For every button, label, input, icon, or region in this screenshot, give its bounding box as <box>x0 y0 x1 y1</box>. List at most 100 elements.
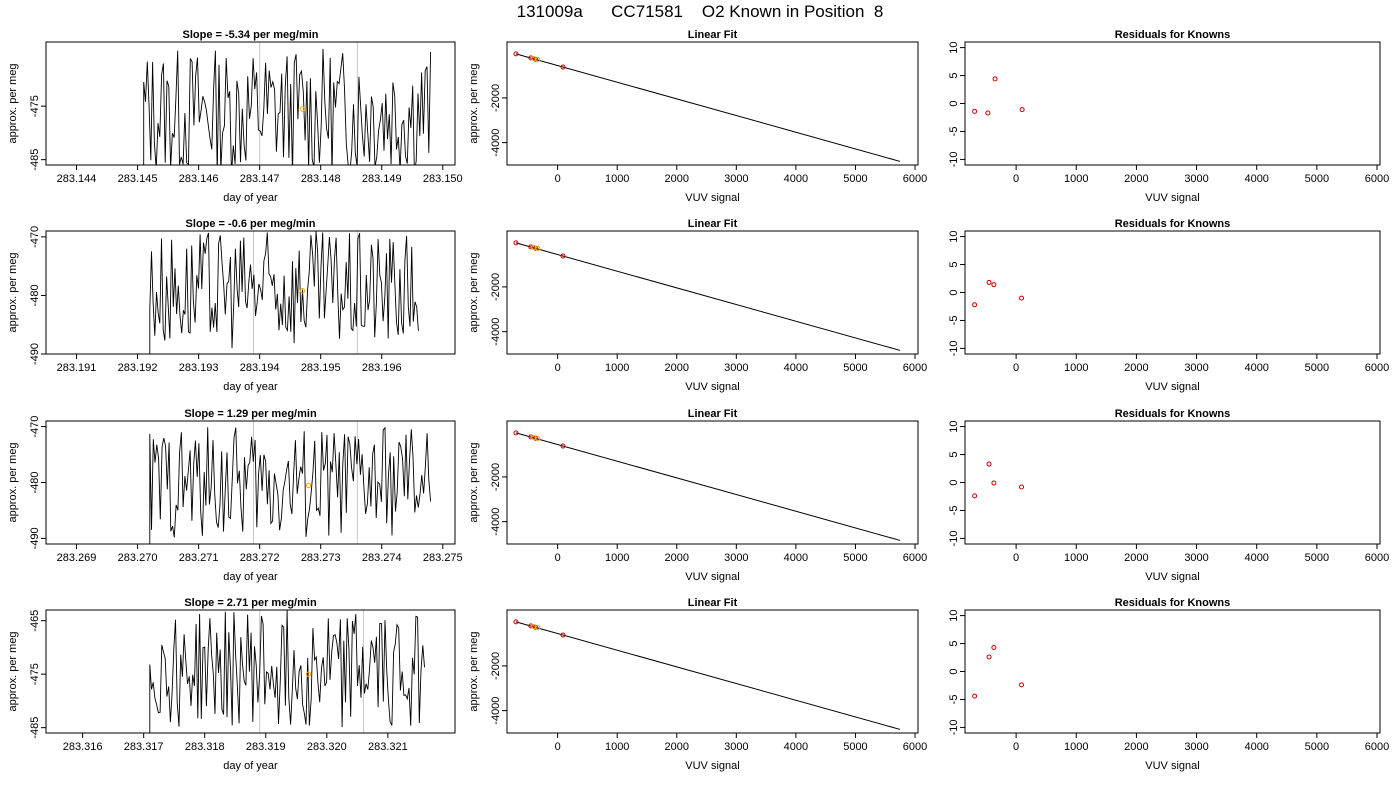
known-point <box>528 55 534 61</box>
x-tick-label: 283.275 <box>423 552 463 564</box>
y-tick-label: -465 <box>29 610 41 632</box>
y-tick-label: -5 <box>948 316 960 326</box>
x-tick-label: 6000 <box>903 362 927 374</box>
x-tick-label: 283.320 <box>307 741 347 753</box>
x-tick-label: 283.196 <box>362 362 402 374</box>
x-tick-label: 283.146 <box>179 173 219 185</box>
highlight-point <box>299 288 306 294</box>
series-line <box>149 231 419 354</box>
x-tick-label: 2000 <box>665 173 689 185</box>
panel-title: Slope = 1.29 per meg/min <box>184 408 317 420</box>
y-axis-label: approx. per meg <box>468 631 480 711</box>
x-tick-label: 6000 <box>1365 552 1389 564</box>
y-axis-label: approx. per meg <box>468 442 480 522</box>
y-axis-label: approx. per meg <box>7 252 19 332</box>
y-tick-label: -485 <box>29 149 41 171</box>
plot-area <box>149 231 419 354</box>
x-tick-label: 283.148 <box>301 173 341 185</box>
plot-frame <box>45 41 456 166</box>
y-tick-label: -5 <box>948 695 960 705</box>
x-tick-label: 283.270 <box>118 552 158 564</box>
known-point <box>513 430 519 436</box>
x-tick-label: 6000 <box>1365 173 1389 185</box>
x-tick-label: 3000 <box>724 362 748 374</box>
x-tick-label: 4000 <box>784 552 808 564</box>
y-tick-label: -485 <box>29 717 41 739</box>
x-tick-label: 5000 <box>843 741 867 753</box>
plot-frame <box>506 420 919 545</box>
series-line <box>149 426 432 544</box>
figure-title-run: 131009a <box>516 2 583 21</box>
plot-frame <box>964 41 1381 166</box>
known-point <box>560 64 566 70</box>
known-point <box>972 108 978 114</box>
known-point <box>560 443 566 449</box>
x-axis-label: VUV signal <box>685 192 739 204</box>
x-tick-label: 283.274 <box>362 552 402 564</box>
panel-time-3: Slope = 1.29 per meg/min 283.269 283.270 28… <box>7 408 463 583</box>
x-tick-label: 3000 <box>1184 362 1208 374</box>
y-tick-label: -470 <box>29 416 41 438</box>
y-axis-label: approx. per meg <box>468 252 480 332</box>
sample-point <box>535 57 541 63</box>
panel-fit-4: Linear Fit 0 1000 2000 3000 4000 5000 6000 -2000… <box>468 597 927 772</box>
figure-title: 131009a CC71581 O2 Known in Position 8 <box>0 2 1400 24</box>
x-tick-label: 283.318 <box>185 741 225 753</box>
plot-frame <box>506 230 919 355</box>
x-tick-label: 6000 <box>1365 741 1389 753</box>
known-point <box>972 693 978 699</box>
y-tick-label: -4000 <box>490 508 502 536</box>
y-tick-label: -490 <box>29 343 41 365</box>
known-point <box>1019 295 1025 301</box>
y-tick-label: 5 <box>948 451 960 457</box>
known-point <box>513 619 519 625</box>
y-tick-label: -4000 <box>490 697 502 725</box>
x-tick-label: 1000 <box>605 362 629 374</box>
panel-fit-3: Linear Fit 0 1000 2000 3000 4000 5000 6000 -2000… <box>468 408 927 583</box>
x-axis-label: day of year <box>223 760 278 772</box>
x-tick-label: 283.195 <box>301 362 341 374</box>
y-tick-label: -10 <box>948 719 960 735</box>
y-tick-label: -4000 <box>490 129 502 157</box>
known-point <box>513 240 519 246</box>
plot-frame <box>45 420 456 545</box>
x-tick-label: 283.271 <box>179 552 219 564</box>
plot-frame <box>964 609 1381 734</box>
y-tick-label: 10 <box>948 230 960 242</box>
y-tick-label: -4000 <box>490 318 502 346</box>
y-tick-label: -2000 <box>490 463 502 491</box>
x-tick-label: 2000 <box>665 552 689 564</box>
x-tick-label: 0 <box>1013 173 1019 185</box>
y-tick-label: -490 <box>29 527 41 549</box>
panel-title: Linear Fit <box>688 408 738 420</box>
y-axis-label: approx. per meg <box>468 63 480 143</box>
x-tick-label: 283.193 <box>179 362 219 374</box>
plot-area <box>149 610 425 733</box>
y-tick-label: -480 <box>29 471 41 493</box>
x-tick-label: 283.269 <box>57 552 97 564</box>
panel-resid-1: Residuals for Knowns 0 1000 2000 3000 4000 500… <box>948 29 1389 204</box>
x-axis-label: VUV signal <box>685 760 739 772</box>
panel-title: Residuals for Knowns <box>1115 408 1231 420</box>
panel-title: Residuals for Knowns <box>1115 597 1231 609</box>
x-tick-label: 283.273 <box>301 552 341 564</box>
x-tick-label: 283.194 <box>240 362 280 374</box>
y-axis-label: approx. per meg <box>7 63 19 143</box>
y-tick-label: -480 <box>29 284 41 306</box>
plot-frame <box>964 420 1381 545</box>
x-tick-label: 3000 <box>724 173 748 185</box>
panel-time-1: Slope = -5.34 per meg/min 283.144 283.145 2… <box>7 29 463 204</box>
known-point <box>992 76 998 82</box>
x-tick-label: 5000 <box>1305 741 1329 753</box>
x-tick-label: 6000 <box>903 552 927 564</box>
x-tick-label: 4000 <box>1244 362 1268 374</box>
plot-frame <box>45 230 456 355</box>
x-tick-label: 283.147 <box>240 173 280 185</box>
panel-title: Linear Fit <box>688 597 738 609</box>
x-tick-label: 2000 <box>1124 552 1148 564</box>
panel-time-2: Slope = -0.6 per meg/min 283.191 283.192 28… <box>7 218 456 393</box>
x-axis-label: VUV signal <box>685 381 739 393</box>
sample-point <box>535 625 541 631</box>
y-tick-label: 0 <box>948 289 960 295</box>
